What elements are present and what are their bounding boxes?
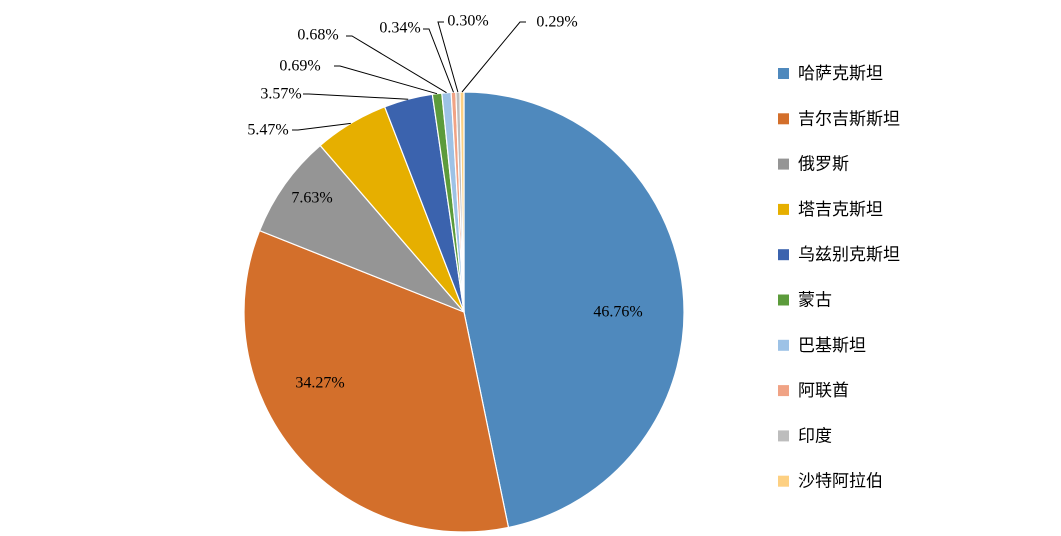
data-labels: 46.76% 34.27% 7.63% 5.47% 3.57% 0.69% 0.68% 0.3… — [247, 13, 642, 392]
legend-label-5: 乌兹别克斯坦 — [798, 245, 900, 265]
leader-line-6 — [334, 65, 438, 95]
legend-label-1: 哈萨克斯坦 — [798, 64, 883, 84]
legend-label-9: 印度 — [798, 426, 832, 446]
pie-slice-10 — [459, 91, 465, 313]
leader-lines — [292, 21, 526, 131]
legend-swatch-4 — [778, 203, 789, 215]
leader-line-7 — [346, 35, 447, 94]
legend-label-4: 塔吉克斯坦 — [798, 200, 883, 220]
data-label-8: 0.34% — [379, 20, 420, 37]
legend-swatch-3 — [778, 158, 789, 170]
data-label-7: 0.68% — [297, 27, 338, 44]
data-label-4: 5.47% — [247, 122, 288, 139]
data-label-9: 0.30% — [447, 13, 488, 30]
leader-line-5 — [303, 93, 409, 100]
legend-label-7: 巴基斯坦 — [798, 336, 866, 356]
legend-swatch-7 — [778, 339, 789, 351]
pie-slice-1 — [463, 91, 685, 529]
leader-line-9 — [437, 21, 459, 93]
data-label-6: 0.69% — [279, 58, 320, 75]
legend-swatch-10 — [778, 475, 789, 487]
legend-swatch-6 — [778, 294, 789, 306]
pie-slices — [243, 91, 685, 533]
legend-swatch-9 — [778, 430, 789, 442]
leader-line-4 — [292, 122, 351, 131]
legend-swatch-2 — [778, 113, 789, 125]
pie-slice-2 — [243, 229, 510, 533]
legend-label-2: 吉尔吉斯斯坦 — [798, 109, 900, 129]
data-label-10: 0.29% — [536, 14, 577, 31]
data-label-1: 46.76% — [593, 304, 642, 321]
leader-line-8 — [423, 28, 454, 93]
data-label-2: 34.27% — [295, 375, 344, 392]
legend-swatch-8 — [778, 385, 789, 397]
legend-label-8: 阿联酋 — [798, 381, 849, 401]
legend-swatch-1 — [778, 68, 789, 79]
legend-label-10: 沙特阿拉伯 — [798, 472, 883, 492]
legend-swatch-5 — [778, 249, 789, 261]
pie-slice-3 — [258, 144, 465, 313]
legend-label-6: 蒙古 — [798, 291, 832, 311]
legend-label-3: 俄罗斯 — [798, 155, 849, 175]
data-label-5: 3.57% — [260, 86, 301, 103]
leader-line-10 — [461, 21, 526, 93]
legend: 哈萨克斯坦吉尔吉斯斯坦俄罗斯塔吉克斯坦乌兹别克斯坦蒙古巴基斯坦阿联酋印度沙特阿拉… — [778, 64, 900, 492]
data-label-3: 7.63% — [291, 190, 332, 207]
